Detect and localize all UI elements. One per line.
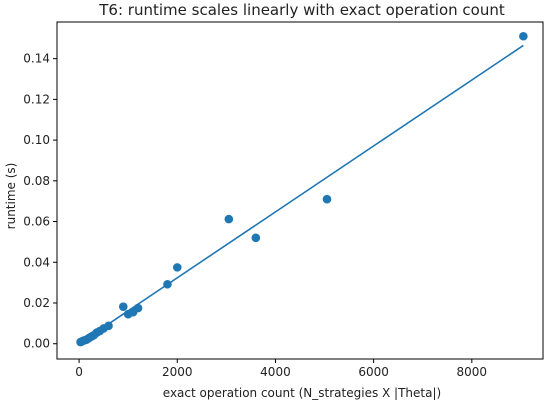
- y-tick-label: 0.14: [23, 52, 50, 66]
- y-tick-label: 0.04: [23, 255, 50, 269]
- chart-title: T6: runtime scales linearly with exact o…: [98, 1, 505, 19]
- y-tick-label: 0.10: [23, 133, 50, 147]
- data-point: [224, 214, 234, 224]
- x-tick-label: 2000: [162, 365, 193, 379]
- data-point: [322, 194, 332, 204]
- x-axis-label: exact operation count (N_strategies X |T…: [163, 386, 441, 400]
- y-tick-label: 0.12: [23, 92, 50, 106]
- x-tick-label: 8000: [457, 365, 488, 379]
- y-tick-label: 0.06: [23, 215, 50, 229]
- data-point: [133, 303, 143, 313]
- y-axis-label: runtime (s): [4, 163, 18, 230]
- x-tick-label: 4000: [260, 365, 291, 379]
- x-tick-label: 0: [75, 365, 83, 379]
- y-tick-label: 0.08: [23, 174, 50, 188]
- data-point: [104, 321, 113, 331]
- data-point: [251, 233, 261, 243]
- y-tick-label: 0.02: [23, 296, 50, 310]
- x-axis: 0 2000 4000 6000 8000: [75, 359, 487, 379]
- plot-frame: [56, 21, 544, 360]
- fit-line: [78, 44, 524, 345]
- y-axis: 0.00 0.02 0.04 0.06 0.08 0.10 0.12 0.14: [23, 52, 57, 351]
- data-point: [172, 263, 182, 272]
- data-point: [519, 31, 528, 41]
- data-point: [118, 302, 128, 311]
- plot-area: [76, 31, 528, 347]
- y-tick-label: 0.00: [23, 337, 50, 351]
- x-tick-label: 6000: [358, 365, 389, 379]
- data-point: [163, 279, 172, 289]
